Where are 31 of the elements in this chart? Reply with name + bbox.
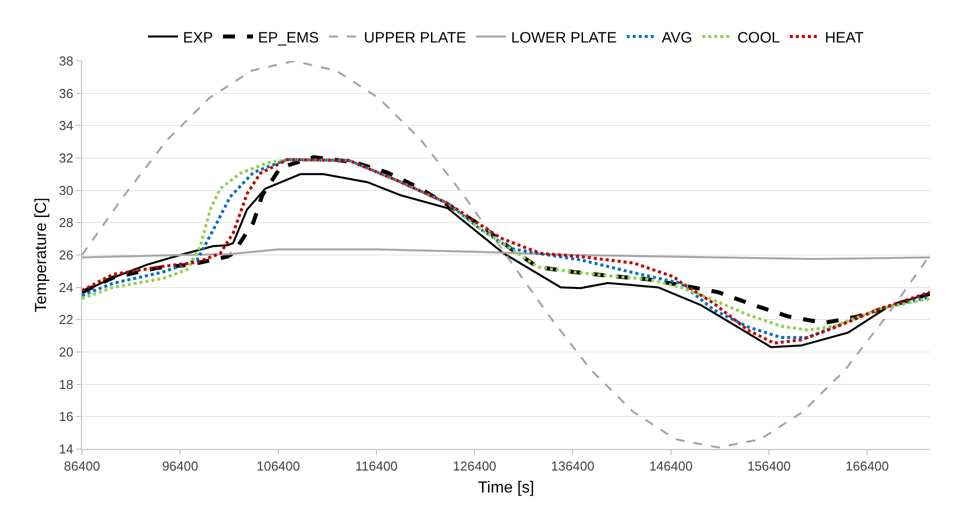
legend-label: HEAT bbox=[824, 29, 864, 46]
legend-label: LOWER PLATE bbox=[511, 29, 617, 46]
legend-label: EXP bbox=[183, 29, 214, 46]
x-tick-label: 136400 bbox=[551, 458, 594, 474]
y-axis-title: Temperature [C] bbox=[32, 198, 50, 312]
y-tick-label: 38 bbox=[58, 54, 74, 69]
y-tick-label: 26 bbox=[58, 248, 74, 263]
x-tick-label: 86400 bbox=[64, 458, 100, 474]
y-tick-label: 36 bbox=[58, 86, 74, 101]
y-tick-label: 18 bbox=[58, 376, 74, 392]
y-tick-label: 16 bbox=[58, 409, 74, 424]
x-tick-label: 146400 bbox=[649, 458, 693, 474]
x-tick-label: 166400 bbox=[845, 458, 889, 474]
legend-label: UPPER PLATE bbox=[364, 29, 466, 46]
legend-label: AVG bbox=[662, 29, 692, 46]
y-tick-label: 32 bbox=[58, 150, 74, 166]
legend-label: COOL bbox=[737, 29, 780, 46]
x-tick-label: 126400 bbox=[452, 458, 496, 474]
y-tick-label: 24 bbox=[58, 280, 74, 295]
y-tick-label: 20 bbox=[58, 344, 74, 360]
y-tick-label: 14 bbox=[58, 442, 74, 457]
x-tick-label: 156400 bbox=[747, 458, 791, 474]
x-axis-title: Time [s] bbox=[478, 479, 534, 496]
y-tick-label: 22 bbox=[58, 312, 74, 328]
x-tick-label: 96400 bbox=[162, 458, 198, 474]
x-tick-label: 106400 bbox=[256, 458, 300, 474]
y-tick-label: 30 bbox=[58, 182, 74, 198]
y-tick-label: 34 bbox=[58, 118, 74, 134]
x-tick-label: 116400 bbox=[355, 458, 398, 474]
y-tick-label: 28 bbox=[58, 215, 74, 230]
legend-label: EP_EMS bbox=[258, 29, 319, 46]
